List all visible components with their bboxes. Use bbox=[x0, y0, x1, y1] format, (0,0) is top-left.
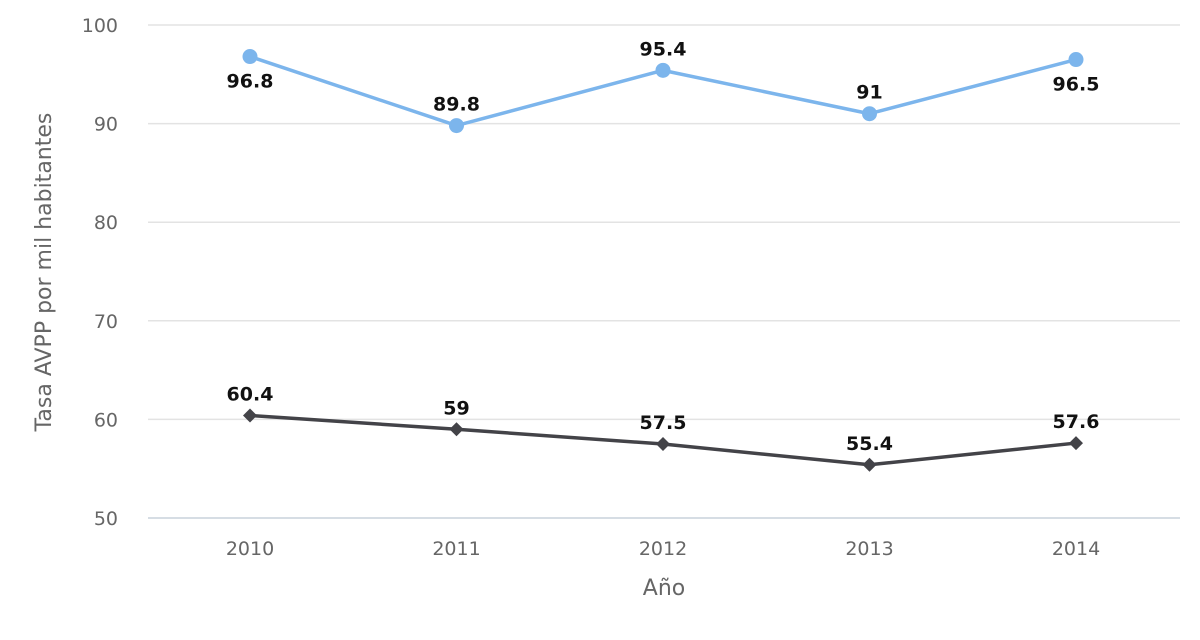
x-axis-title: Año bbox=[643, 576, 685, 601]
data-label: 57.5 bbox=[640, 412, 687, 434]
x-tick-label: 2013 bbox=[845, 538, 893, 560]
x-axis-ticks: 2010 2011 2012 2013 2014 bbox=[226, 538, 1100, 560]
y-tick-label: 70 bbox=[94, 311, 118, 333]
data-label: 59 bbox=[443, 397, 469, 419]
x-tick-label: 2010 bbox=[226, 538, 274, 560]
x-tick-label: 2011 bbox=[432, 538, 480, 560]
data-point bbox=[449, 422, 464, 437]
y-tick-label: 90 bbox=[94, 114, 118, 136]
data-point bbox=[656, 437, 670, 452]
y-axis-ticks: 50 60 70 80 90 100 bbox=[82, 15, 118, 530]
data-label: 55.4 bbox=[846, 433, 893, 455]
y-axis-title: Tasa AVPP por mil habitantes bbox=[32, 113, 57, 433]
data-label: 89.8 bbox=[433, 94, 480, 116]
data-label: 60.4 bbox=[227, 383, 274, 405]
series-layer bbox=[242, 49, 1084, 472]
y-tick-label: 100 bbox=[82, 15, 118, 37]
data-point bbox=[862, 457, 877, 472]
data-label: 96.8 bbox=[227, 71, 274, 93]
data-point bbox=[242, 49, 258, 65]
data-point bbox=[862, 106, 877, 122]
data-label: 91 bbox=[856, 82, 882, 104]
data-label: 95.4 bbox=[640, 38, 687, 60]
data-point bbox=[449, 118, 464, 134]
data-point bbox=[1069, 436, 1083, 451]
data-label: 57.6 bbox=[1053, 411, 1100, 433]
y-tick-label: 80 bbox=[94, 212, 118, 234]
x-tick-label: 2014 bbox=[1052, 538, 1100, 560]
data-point bbox=[655, 62, 671, 78]
data-point bbox=[243, 408, 257, 423]
y-tick-label: 50 bbox=[94, 508, 118, 530]
y-tick-label: 60 bbox=[94, 409, 118, 431]
x-tick-label: 2012 bbox=[639, 538, 687, 560]
data-labels: 96.8 89.8 95.4 91 96.5 60.4 59 57.5 55.4 57.6 bbox=[227, 38, 1100, 454]
data-label: 96.5 bbox=[1053, 74, 1100, 96]
data-point bbox=[1068, 52, 1084, 68]
